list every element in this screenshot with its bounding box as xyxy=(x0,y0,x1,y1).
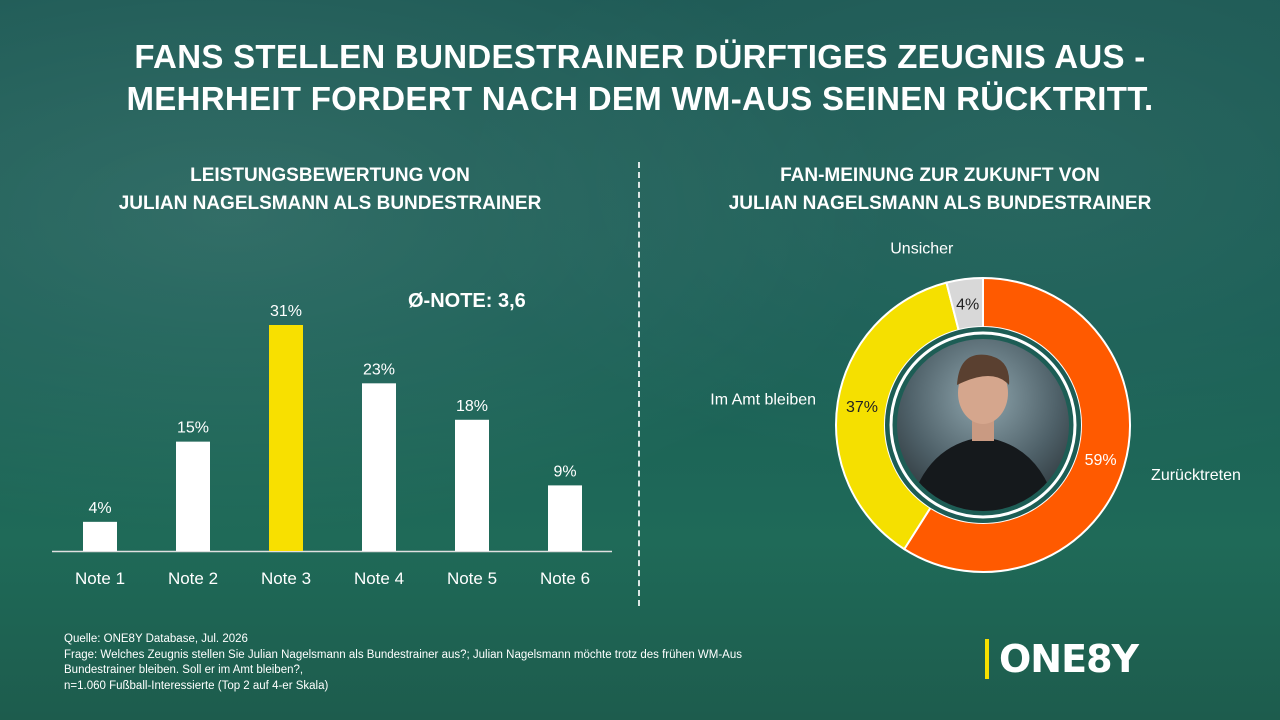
bar-chart-title-line-2: JULIAN NAGELSMANN ALS BUNDESTRAINER xyxy=(118,193,542,214)
donut-value-label-1: 59% xyxy=(1085,452,1117,469)
donut-category-label-3: Unsicher xyxy=(890,240,954,257)
logo-accent-bar xyxy=(985,639,989,679)
bar-value-label-5: 18% xyxy=(456,398,488,415)
bar-value-label-3: 31% xyxy=(270,303,302,320)
donut-value-label-3: 4% xyxy=(956,296,979,313)
bar-4 xyxy=(362,383,396,551)
average-grade-annotation: Ø-NOTE: 3,6 xyxy=(408,290,526,312)
logo-text: ONE8Y xyxy=(999,637,1139,681)
donut-inner-border xyxy=(889,331,1077,519)
source-note: Quelle: ONE8Y Database, Jul. 2026 Frage:… xyxy=(64,632,844,694)
bar-chart-title-line-1: LEISTUNGSBEWERTUNG VON xyxy=(190,165,470,186)
donut-chart-title-line-1: FAN-MEINUNG ZUR ZUKUNFT VON xyxy=(780,165,1100,186)
source-line-4: n=1.060 Fußball-Interessierte (Top 2 auf… xyxy=(64,679,329,692)
coach-photo xyxy=(897,339,1069,511)
bar-5 xyxy=(455,419,489,551)
source-line-3: Bundestrainer bleiben. Soll er im Amt bl… xyxy=(64,664,304,676)
bar-category-label-1: Note 1 xyxy=(75,569,125,588)
bar-1 xyxy=(83,521,117,551)
coach-photo-hair xyxy=(957,354,1010,385)
bar-2 xyxy=(176,441,210,551)
headline: FANS STELLEN BUNDESTRAINER DÜRFTIGES ZEU… xyxy=(40,36,1240,120)
section-divider xyxy=(638,162,640,606)
bar-category-label-3: Note 3 xyxy=(261,569,311,588)
donut-chart: 59% 37% 4% Zurücktreten Im Amt bleiben Unsich… xyxy=(710,240,1241,572)
bar-category-label-2: Note 2 xyxy=(168,569,218,588)
bar-value-label-1: 4% xyxy=(88,500,111,517)
bar-3 xyxy=(269,325,303,551)
source-line-2: Frage: Welches Zeugnis stellen Sie Julia… xyxy=(64,648,742,661)
headline-line-1: FANS STELLEN BUNDESTRAINER DÜRFTIGES ZEU… xyxy=(134,38,1146,75)
donut-chart-title-line-2: JULIAN NAGELSMANN ALS BUNDESTRAINER xyxy=(728,193,1152,214)
donut-category-label-1: Zurücktreten xyxy=(1151,467,1241,484)
brand-logo: ONE8Y xyxy=(985,636,1139,682)
headline-line-2: MEHRHEIT FORDERT NACH DEM WM-AUS SEINEN … xyxy=(126,80,1154,117)
bar-chart-title: LEISTUNGSBEWERTUNG VON JULIAN NAGELSMANN… xyxy=(30,162,630,218)
bar-value-label-2: 15% xyxy=(177,420,209,437)
donut-value-label-2: 37% xyxy=(846,399,878,416)
source-line-1: Quelle: ONE8Y Database, Jul. 2026 xyxy=(64,633,248,645)
bar-value-label-4: 23% xyxy=(363,361,395,378)
bar-6 xyxy=(548,485,582,551)
bar-category-label-6: Note 6 xyxy=(540,569,590,588)
bar-value-label-6: 9% xyxy=(553,463,576,480)
bar-category-label-4: Note 4 xyxy=(354,569,404,588)
donut-category-label-2: Im Amt bleiben xyxy=(710,392,816,409)
bar-category-label-5: Note 5 xyxy=(447,569,497,588)
coach-photo-body xyxy=(908,437,1058,511)
donut-chart-title: FAN-MEINUNG ZUR ZUKUNFT VON JULIAN NAGEL… xyxy=(640,162,1240,218)
bar-chart: 4% Note 1 15% Note 2 31% Note 3 23% Note 4 18% No… xyxy=(52,303,612,588)
